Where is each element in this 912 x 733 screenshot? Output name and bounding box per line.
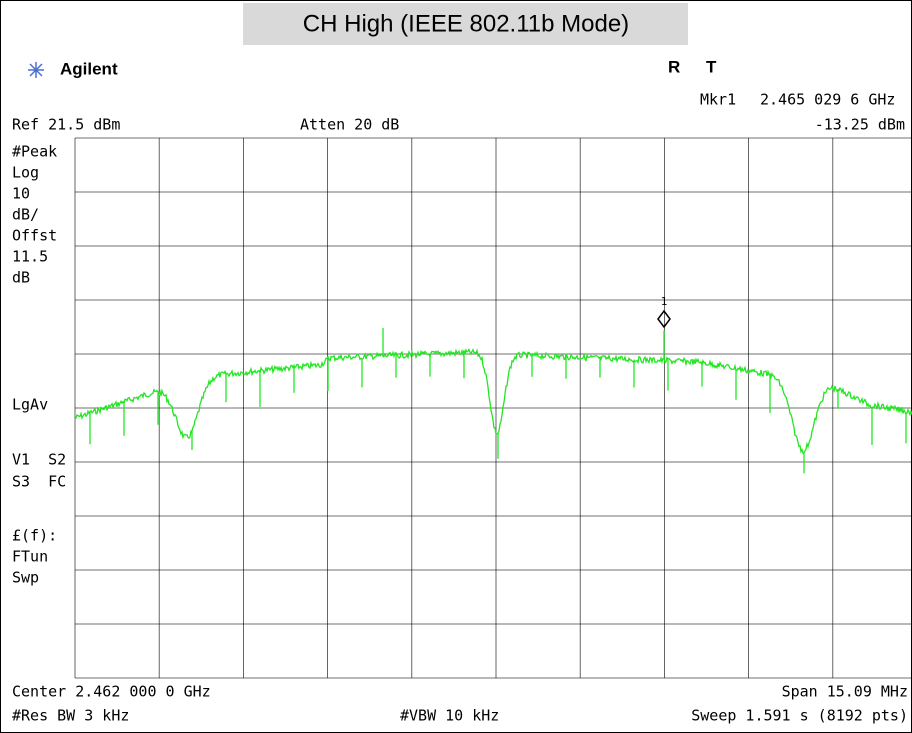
scale-label: dB (12, 269, 30, 287)
title-bg (243, 3, 688, 45)
ref-level: Ref 21.5 dBm (12, 116, 120, 134)
marker-name: Mkr1 (700, 91, 736, 109)
brand: Agilent (60, 59, 118, 78)
scale-label: 11.5 (12, 248, 48, 266)
attenuation: Atten 20 dB (300, 116, 399, 134)
vbw: #VBW 10 kHz (400, 707, 499, 725)
mode-label: S3 FC (12, 473, 66, 491)
func-label: FTun (12, 548, 48, 566)
title: CH High (IEEE 802.11b Mode) (303, 10, 629, 37)
logo-icon (28, 62, 44, 78)
avg-label: LgAv (12, 396, 48, 414)
marker-diamond (657, 309, 671, 329)
scale-label: dB/ (12, 206, 39, 224)
scale-label: Log (12, 164, 39, 182)
scale-label: Offst (12, 227, 57, 245)
func-label: Swp (12, 569, 39, 587)
flag: T (706, 57, 717, 76)
center-freq: Center 2.462 000 0 GHz (12, 683, 211, 701)
marker-frequency: 2.465 029 6 GHz (760, 91, 895, 109)
trace (74, 328, 912, 474)
marker-level: -13.25 dBm (815, 116, 905, 134)
sweep: Sweep 1.591 s (8192 pts) (691, 707, 908, 725)
span: Span 15.09 MHz (782, 683, 908, 701)
mode-label: V1 S2 (12, 451, 66, 469)
res-bw: #Res BW 3 kHz (12, 707, 129, 725)
scale-label: #Peak (12, 143, 57, 161)
func-label: £(f): (12, 527, 57, 545)
flag: R (668, 57, 680, 76)
marker-id: 1 (661, 295, 668, 308)
scale-label: 10 (12, 185, 30, 203)
graticule (74, 137, 912, 679)
